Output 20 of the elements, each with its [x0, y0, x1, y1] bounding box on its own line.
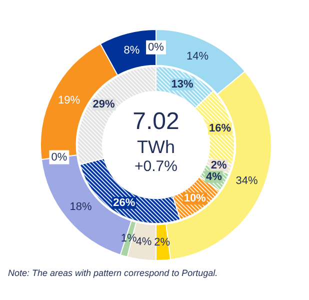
data-label: 18% — [70, 201, 92, 214]
data-label: 13% — [171, 78, 194, 90]
text: 0% — [51, 151, 68, 164]
data-label: 4% — [206, 170, 222, 183]
data-label: 2% — [210, 159, 228, 172]
text: TWh — [136, 136, 176, 158]
data-label: 19% — [58, 94, 80, 107]
text: 7.02 — [132, 108, 180, 135]
data-label: 14% — [186, 50, 209, 63]
data-label: 26% — [113, 196, 136, 209]
text: Note: The areas with pattern correspond to Portugal. — [8, 268, 219, 278]
data-label: 29% — [92, 98, 116, 111]
data-label: 4% — [136, 236, 152, 248]
data-label: 16% — [208, 122, 232, 135]
data-label: 1% — [120, 232, 137, 245]
text: 0% — [148, 41, 164, 54]
data-label: 8% — [124, 44, 140, 57]
data-label: 10% — [184, 192, 206, 204]
text: +0.7% — [134, 158, 178, 176]
data-label: 34% — [236, 174, 258, 187]
